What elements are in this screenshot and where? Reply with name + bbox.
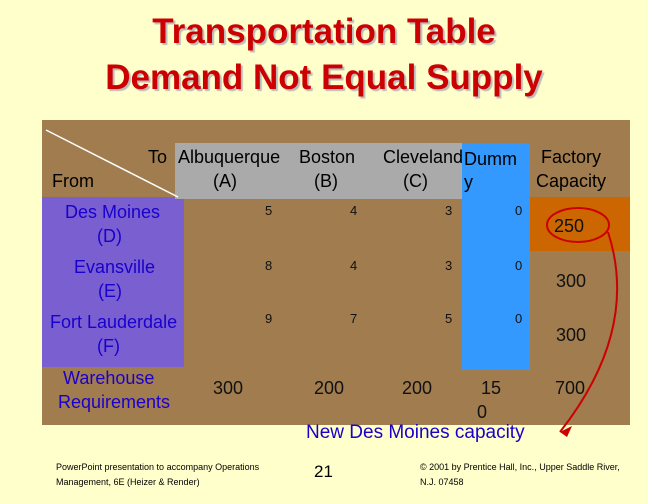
requirement-dummy-line1: 15 [481, 378, 502, 398]
column-header-boston: Boston [299, 147, 356, 167]
footer-left-line-2: Management, 6E (Heizer & Render) [56, 477, 200, 487]
slide-title-line-1: Transportation Table [152, 12, 496, 51]
column-header-albuquerque-code: (A) [213, 171, 237, 191]
requirement-albuquerque: 300 [213, 378, 244, 398]
cost-cell-e-a: 8 [265, 258, 273, 273]
cost-cell-e-b: 4 [350, 258, 358, 273]
from-column-shade [42, 197, 184, 367]
column-header-boston-code: (B) [314, 171, 338, 191]
row-label-des-moines-code: (D) [97, 226, 122, 246]
column-header-capacity: Capacity [536, 171, 607, 191]
footer-right-line-2: N.J. 07458 [420, 477, 464, 487]
to-label: To [148, 147, 168, 167]
column-header-albuquerque: Albuquerque [178, 147, 281, 167]
column-header-cleveland-code: (C) [403, 171, 428, 191]
cost-cell-e-c: 3 [445, 258, 453, 273]
new-capacity-annotation: New Des Moines capacity [306, 422, 525, 443]
capacity-fort-lauderdale: 300 [556, 325, 587, 345]
cost-cell-f-a: 9 [265, 311, 273, 326]
header-row-shade [175, 143, 472, 199]
cost-cell-f-c: 5 [445, 311, 453, 326]
dummy-column-highlight [462, 143, 530, 370]
cost-cell-d-c: 3 [445, 203, 453, 218]
capacity-evansville: 300 [556, 271, 587, 291]
column-header-dummy: Dumm [464, 149, 517, 169]
footer-right-line-1: © 2001 by Prentice Hall, Inc., Upper Sad… [420, 462, 620, 472]
cost-cell-d-b: 4 [350, 203, 358, 218]
requirement-cleveland: 200 [402, 378, 433, 398]
cost-cell-f-dummy: 0 [515, 311, 523, 326]
cost-cell-d-dummy: 0 [515, 203, 523, 218]
requirement-dummy-line2: 0 [477, 402, 488, 422]
column-header-factory: Factory [541, 147, 602, 167]
slide-title-line-2: Demand Not Equal Supply [105, 58, 543, 97]
requirement-boston: 200 [314, 378, 345, 398]
column-header-dummy-line2: y [464, 172, 473, 192]
from-label: From [52, 171, 94, 191]
cost-cell-e-dummy: 0 [515, 258, 523, 273]
page-number: 21 [314, 462, 333, 481]
capacity-des-moines: 250 [554, 216, 585, 236]
row-label-evansville-code: (E) [98, 281, 122, 301]
total-capacity: 700 [555, 378, 586, 398]
column-header-cleveland: Cleveland [383, 147, 464, 167]
cost-cell-f-b: 7 [350, 311, 358, 326]
row-label-evansville: Evansville [74, 257, 156, 277]
row-label-warehouse: Warehouse [63, 368, 155, 388]
footer-left-line-1: PowerPoint presentation to accompany Ope… [56, 462, 260, 472]
cost-cell-d-a: 5 [265, 203, 273, 218]
row-label-des-moines: Des Moines [65, 202, 161, 222]
row-label-fort-lauderdale: Fort Lauderdale [50, 312, 178, 332]
row-label-requirements: Requirements [58, 392, 171, 412]
row-label-fort-lauderdale-code: (F) [97, 336, 120, 356]
